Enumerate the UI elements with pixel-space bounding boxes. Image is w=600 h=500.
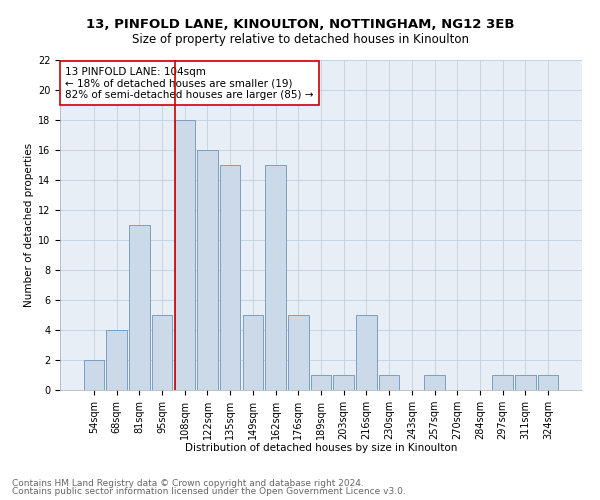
Y-axis label: Number of detached properties: Number of detached properties	[23, 143, 34, 307]
Bar	[424, 375, 445, 390]
Bar	[106, 330, 127, 390]
Bar	[356, 315, 377, 390]
Bar	[197, 150, 218, 390]
Bar	[175, 120, 195, 390]
Text: 13 PINFOLD LANE: 104sqm
← 18% of detached houses are smaller (19)
82% of semi-de: 13 PINFOLD LANE: 104sqm ← 18% of detache…	[65, 66, 314, 100]
Bar	[152, 315, 172, 390]
Bar	[493, 375, 513, 390]
Bar	[379, 375, 400, 390]
Bar	[311, 375, 331, 390]
Bar	[129, 225, 149, 390]
Text: Contains HM Land Registry data © Crown copyright and database right 2024.: Contains HM Land Registry data © Crown c…	[12, 478, 364, 488]
X-axis label: Distribution of detached houses by size in Kinoulton: Distribution of detached houses by size …	[185, 444, 457, 454]
Bar	[288, 315, 308, 390]
Text: Contains public sector information licensed under the Open Government Licence v3: Contains public sector information licen…	[12, 487, 406, 496]
Bar	[242, 315, 263, 390]
Bar	[515, 375, 536, 390]
Text: Size of property relative to detached houses in Kinoulton: Size of property relative to detached ho…	[131, 32, 469, 46]
Bar	[220, 165, 241, 390]
Text: 13, PINFOLD LANE, KINOULTON, NOTTINGHAM, NG12 3EB: 13, PINFOLD LANE, KINOULTON, NOTTINGHAM,…	[86, 18, 514, 30]
Bar	[334, 375, 354, 390]
Bar	[538, 375, 558, 390]
Bar	[84, 360, 104, 390]
Bar	[265, 165, 286, 390]
